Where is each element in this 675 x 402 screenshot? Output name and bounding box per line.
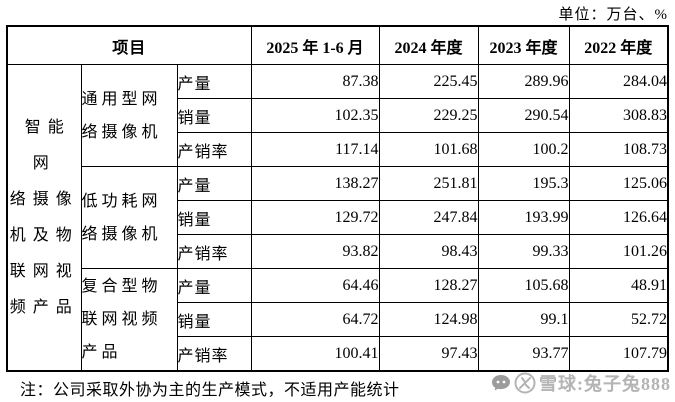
value-cell: 108.73	[568, 132, 669, 167]
table-row: 产销率 93.82 98.43 99.33 101.26	[7, 234, 669, 269]
metric-label: 产销率	[176, 336, 252, 372]
value-cell: 52.72	[568, 302, 669, 337]
value-cell: 125.06	[568, 166, 669, 201]
value-cell: 289.96	[477, 64, 570, 99]
value-cell: 138.27	[250, 166, 380, 201]
value-cell: 284.04	[568, 64, 669, 99]
metric-label: 产销率	[176, 234, 252, 269]
value-cell: 100.2	[477, 132, 570, 167]
value-cell: 247.84	[378, 200, 479, 235]
value-cell: 126.64	[568, 200, 669, 235]
table-row: 销量 102.35 229.25 290.54 308.83	[7, 98, 669, 133]
value-cell: 99.33	[477, 234, 570, 269]
value-cell: 290.54	[477, 98, 570, 133]
column-header-item: 项目	[6, 25, 252, 65]
value-cell: 101.26	[568, 234, 669, 269]
value-cell: 129.72	[250, 200, 380, 235]
value-cell: 124.98	[378, 302, 479, 337]
value-cell: 251.81	[378, 166, 479, 201]
value-cell: 229.25	[378, 98, 479, 133]
value-cell: 64.46	[250, 268, 380, 303]
value-cell: 225.45	[378, 64, 479, 99]
speech-bubble-icon	[491, 374, 511, 392]
value-cell: 97.43	[378, 336, 479, 372]
group-label-low-power: 低功耗网 络摄像机	[80, 166, 178, 269]
footnote: 注：公司采取外协为主的生产模式，不适用产能统计	[20, 382, 400, 399]
table-row: 产销率 100.41 97.43 93.77 107.79	[7, 336, 669, 372]
value-cell: 105.68	[477, 268, 570, 303]
production-sales-table: 项目 2025 年 1-6 月 2024 年度 2023 年度 2022 年度 …	[6, 25, 669, 372]
metric-label: 产量	[176, 64, 252, 99]
metric-label: 产量	[176, 166, 252, 201]
column-header-2022: 2022 年度	[568, 25, 669, 65]
group-label-general: 通用型网 络摄像机	[80, 64, 178, 167]
unit-label: 单位：万台、%	[558, 7, 668, 23]
value-cell: 107.79	[568, 336, 669, 372]
metric-label: 销量	[176, 98, 252, 133]
value-cell: 195.3	[477, 166, 570, 201]
table-row: 复合型物 联网视频 产品 产量 64.46 128.27 105.68 48.9…	[7, 268, 669, 372]
category-label: 智能网 络摄像 机及物 联网视 频产品	[6, 64, 82, 372]
value-cell: 117.14	[250, 132, 380, 167]
group-label-composite: 复合型物 联网视频 产品	[80, 268, 178, 372]
metric-label: 产量	[176, 268, 252, 303]
value-cell: 100.41	[250, 336, 380, 372]
value-cell: 102.35	[250, 98, 380, 133]
metric-label: 销量	[176, 200, 252, 235]
table-row: 销量 64.72 124.98 99.1 52.72	[7, 302, 669, 337]
metric-label: 产销率	[176, 132, 252, 167]
table-header-row: 项目 2025 年 1-6 月 2024 年度 2023 年度 2022 年度	[6, 25, 669, 65]
xueqiu-logo-icon	[514, 372, 536, 394]
column-header-2025: 2025 年 1-6 月	[250, 25, 380, 65]
value-cell: 308.83	[568, 98, 669, 133]
column-header-2023: 2023 年度	[477, 25, 570, 65]
table-row: 销量 129.72 247.84 193.99 126.64	[7, 200, 669, 235]
value-cell: 128.27	[378, 268, 479, 303]
value-cell: 93.82	[250, 234, 380, 269]
value-cell: 101.68	[378, 132, 479, 167]
table-row: 低功耗网 络摄像机 产量 138.27 251.81 195.3 125.06	[7, 166, 669, 269]
metric-label: 销量	[176, 302, 252, 337]
watermark: 雪球:兔子兔888	[491, 370, 671, 396]
value-cell: 64.72	[250, 302, 380, 337]
column-header-2024: 2024 年度	[378, 25, 479, 65]
value-cell: 99.1	[477, 302, 570, 337]
value-cell: 87.38	[250, 64, 380, 99]
watermark-text: 雪球:兔子兔888	[539, 374, 671, 394]
value-cell: 48.91	[568, 268, 669, 303]
table-row: 智能网 络摄像 机及物 联网视 频产品 通用型网 络摄像机 产量 87.38 2…	[6, 64, 669, 372]
value-cell: 193.99	[477, 200, 570, 235]
value-cell: 98.43	[378, 234, 479, 269]
table-row: 产销率 117.14 101.68 100.2 108.73	[7, 132, 669, 167]
value-cell: 93.77	[477, 336, 570, 372]
